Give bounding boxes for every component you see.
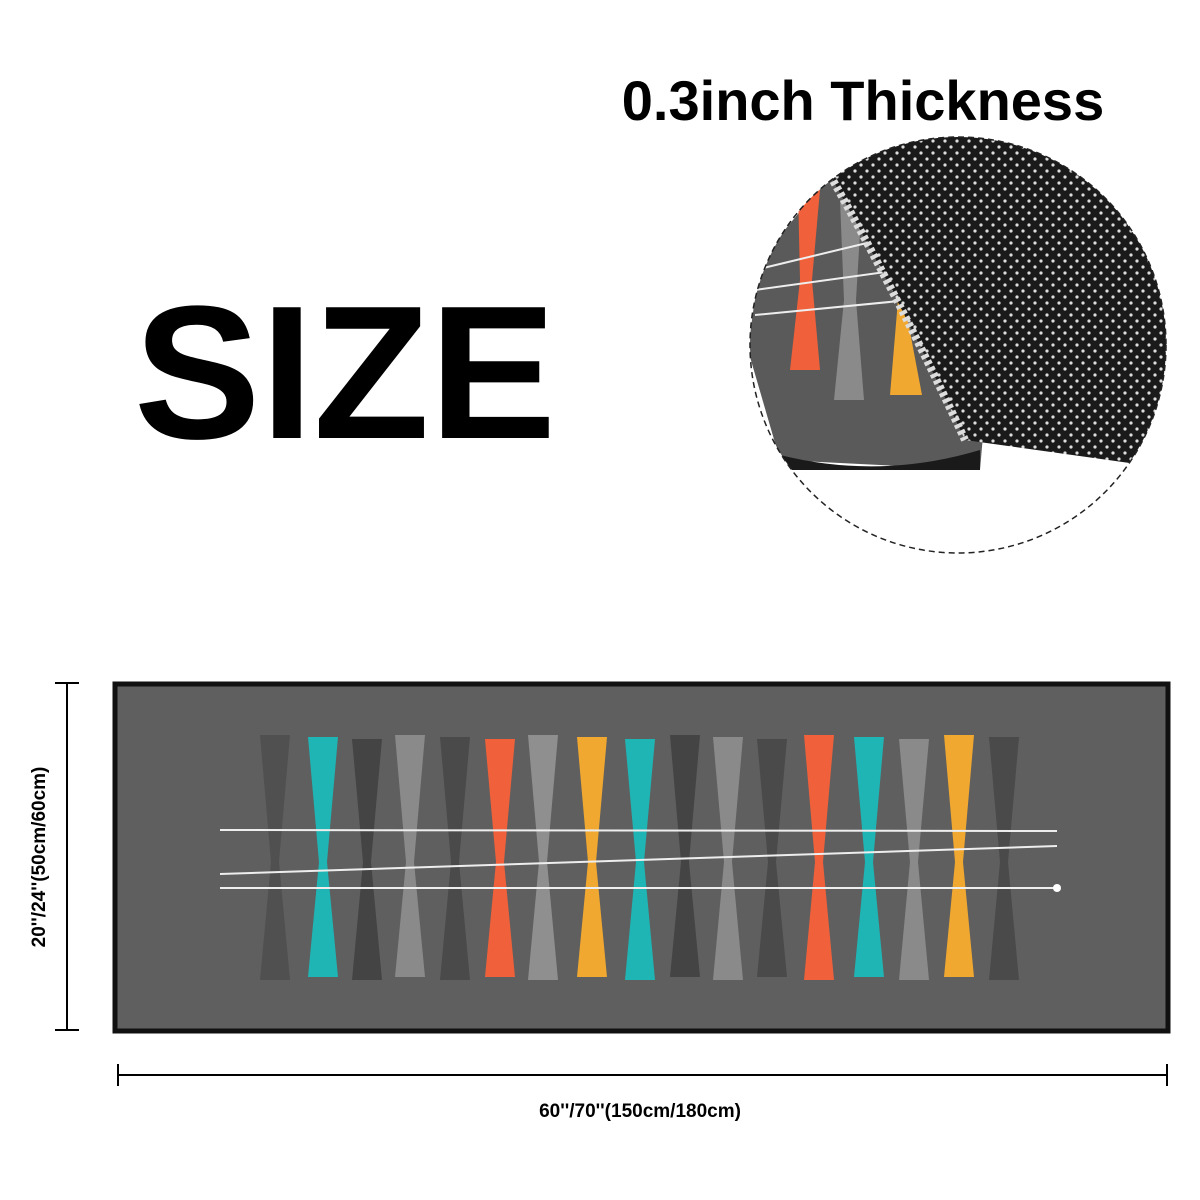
size-title: SIZE — [134, 267, 556, 479]
pattern-shape — [219, 845, 1058, 875]
pattern-shape — [528, 735, 558, 980]
height-dimension — [55, 682, 79, 1031]
rug-pattern — [219, 735, 1061, 980]
pattern-shape — [757, 739, 787, 977]
pattern-shape — [219, 829, 1058, 832]
pattern-shape — [577, 737, 607, 977]
pattern-shape — [440, 737, 470, 980]
pattern-shape — [308, 737, 338, 977]
width-label: 60''/70''(150cm/180cm) — [539, 1101, 741, 1122]
width-dimension — [117, 1064, 1168, 1086]
thickness-detail — [750, 137, 1166, 553]
pattern-shape — [713, 737, 743, 980]
pattern-shape — [944, 735, 974, 977]
thickness-label: 0.3inch Thickness — [622, 69, 1104, 132]
pattern-shape — [352, 739, 382, 980]
pattern-shape — [395, 735, 425, 977]
pattern-shape — [989, 737, 1019, 980]
pattern-shape — [899, 739, 929, 980]
pattern-shape — [1053, 884, 1061, 892]
pattern-shape — [670, 735, 700, 977]
height-label: 20''/24''(50cm/60cm) — [29, 767, 50, 948]
pattern-shape — [485, 739, 515, 977]
detail-circle — [749, 136, 1167, 554]
pattern-shape — [260, 735, 290, 980]
pattern-shape — [804, 735, 834, 980]
pattern-shape — [854, 737, 884, 977]
